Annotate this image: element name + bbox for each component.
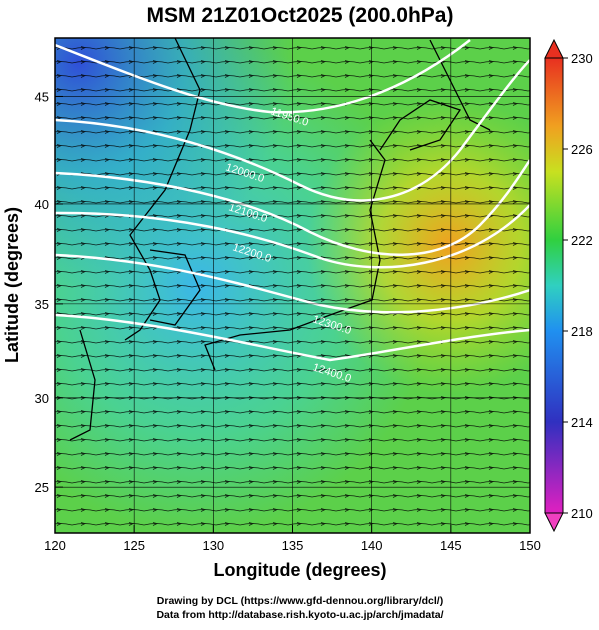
colorbar-tick-label: 210 bbox=[571, 506, 593, 521]
y-tick-label: 25 bbox=[35, 480, 49, 495]
title: MSM 21Z01Oct2025 (200.0hPa) bbox=[147, 4, 454, 27]
footer-line: Drawing by DCL (https://www.gfd-dennou.o… bbox=[157, 595, 443, 607]
x-tick-label: 145 bbox=[440, 538, 462, 553]
map-field: 11950.012000.012100.012200.012300.012400… bbox=[55, 38, 530, 533]
x-tick-label: 130 bbox=[202, 538, 224, 553]
colorbar-tick-label: 222 bbox=[571, 233, 593, 248]
x-tick-label: 120 bbox=[44, 538, 66, 553]
x-tick-label: 135 bbox=[282, 538, 304, 553]
x-tick-label: 150 bbox=[519, 538, 541, 553]
y-tick-label: 30 bbox=[35, 391, 49, 406]
y-tick-label: 45 bbox=[35, 89, 49, 104]
colorbar-ticks: 210 214 218 222 226 230 bbox=[563, 51, 593, 521]
contours bbox=[55, 39, 530, 362]
colorbar-min-arrow bbox=[544, 512, 564, 533]
colorbar-tick-label: 218 bbox=[571, 324, 593, 339]
footer-line: Data from http://database.rish.kyoto-u.a… bbox=[156, 609, 443, 621]
y-axis-label: Latitude (degrees) bbox=[2, 207, 22, 363]
x-tick-label: 125 bbox=[123, 538, 145, 553]
grid bbox=[55, 38, 530, 533]
colorbar-body bbox=[544, 57, 564, 514]
x-axis-label: Longitude (degrees) bbox=[213, 560, 386, 580]
axis-ticks: 120 125 130 135 140 145 150 25 30 35 40 45 bbox=[35, 89, 541, 553]
colorbar-max-arrow bbox=[544, 38, 564, 59]
x-tick-label: 140 bbox=[361, 538, 383, 553]
y-tick-label: 35 bbox=[35, 297, 49, 312]
y-tick-label: 40 bbox=[35, 197, 49, 212]
colorbar bbox=[544, 38, 564, 533]
colorbar-tick-label: 230 bbox=[571, 51, 593, 66]
colorbar-tick-label: 226 bbox=[571, 142, 593, 157]
colorbar-tick-label: 214 bbox=[571, 415, 593, 430]
coastlines bbox=[69, 38, 491, 441]
